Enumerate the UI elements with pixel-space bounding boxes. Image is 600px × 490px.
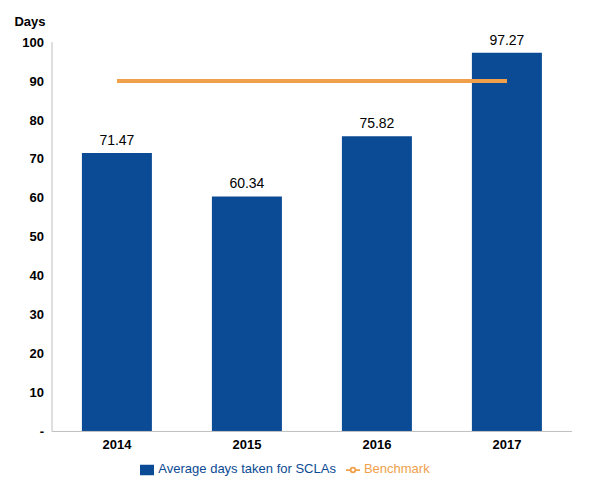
svg-text:30: 30 — [30, 307, 44, 322]
svg-text:75.82: 75.82 — [359, 115, 394, 131]
svg-text:10: 10 — [30, 385, 44, 400]
svg-text:2014: 2014 — [103, 437, 133, 452]
svg-text:60: 60 — [30, 190, 44, 205]
svg-text:71.47: 71.47 — [99, 132, 134, 148]
svg-text:40: 40 — [30, 268, 44, 283]
svg-text:60.34: 60.34 — [229, 175, 264, 191]
svg-text:2016: 2016 — [363, 437, 392, 452]
svg-text:90: 90 — [30, 74, 44, 89]
svg-text:-: - — [40, 424, 44, 439]
svg-text:70: 70 — [30, 151, 44, 166]
svg-text:100: 100 — [22, 35, 44, 50]
svg-text:50: 50 — [30, 229, 44, 244]
svg-text:2017: 2017 — [493, 437, 522, 452]
svg-text:80: 80 — [30, 113, 44, 128]
svg-text:Days: Days — [14, 14, 45, 29]
svg-text:97.27: 97.27 — [489, 32, 524, 48]
html-text:Benchmark: Benchmark — [363, 461, 430, 477]
svg-text:2015: 2015 — [233, 437, 262, 452]
html-text:Average days taken for SCLAs: Average days taken for SCLAs — [158, 461, 336, 477]
svg-text:20: 20 — [30, 346, 44, 361]
